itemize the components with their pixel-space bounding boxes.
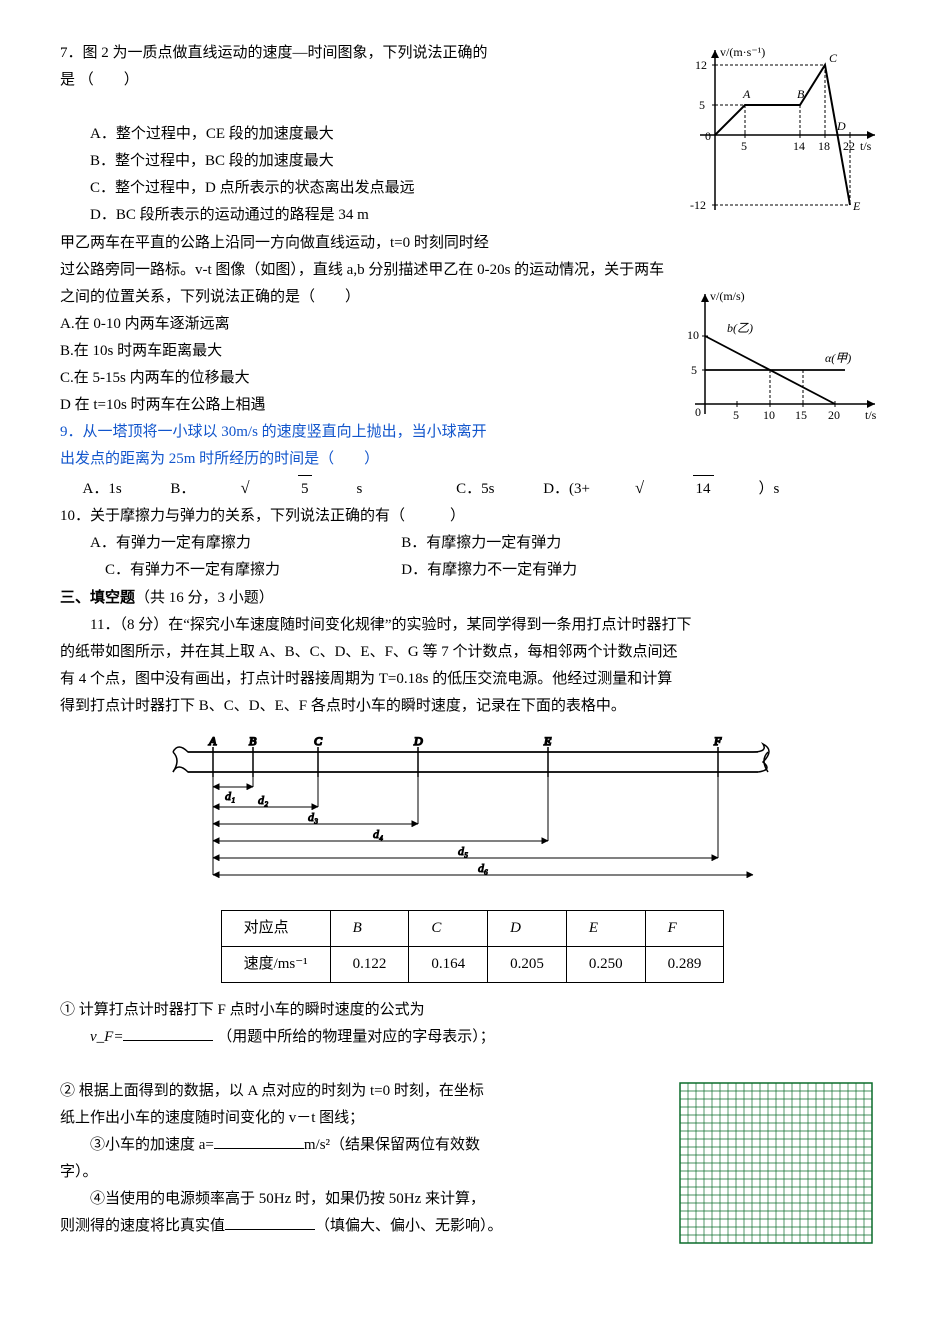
q7-opt-b: B．整个过程中，BC 段的加速度最大 [90, 148, 673, 175]
svg-text:0: 0 [705, 129, 711, 143]
table-row-label: 速度/ms⁻¹ [221, 947, 330, 983]
svg-text:5: 5 [699, 98, 705, 112]
q10: 10．关于摩擦力与弹力的关系，下列说法正确的有（ ） A．有弹力一定有摩擦力 B… [60, 503, 885, 584]
q11-sub1-line2: v_F= （用题中所给的物理量对应的字母表示）； [60, 1024, 885, 1051]
q8-opt-d: D 在 t=10s 时两车在公路上相遇 [60, 392, 663, 419]
svg-text:E: E [852, 199, 861, 213]
section-3-header: 三、填空题三、填空题（共 16 分，3 小题）（共 16 分，3 小题） [60, 584, 885, 612]
svg-text:d₄: d₄ [373, 827, 383, 841]
table-header-b: B [330, 911, 409, 947]
q11-p2: 的纸带如图所示，并在其上取 A、B、C、D、E、F、G 等 7 个计数点，每相邻… [60, 639, 885, 666]
table-cell: 0.122 [330, 947, 409, 983]
q8-stem-line1: 甲乙两车在平直的公路上沿同一方向做直线运动，t=0 时刻同时经 [60, 230, 885, 257]
svg-text:α(甲): α(甲) [825, 351, 851, 365]
svg-text:A: A [742, 87, 751, 101]
q11-p3: 有 4 个点，图中没有画出，打点计时器接周期为 T=0.18s 的低压交流电源。… [60, 666, 885, 693]
svg-text:14: 14 [793, 139, 805, 153]
q8: 甲乙两车在平直的公路上沿同一方向做直线运动，t=0 时刻同时经 过公路旁同一路标… [60, 230, 885, 473]
table-row: 速度/ms⁻¹ 0.122 0.164 0.205 0.250 0.289 [221, 947, 724, 983]
table-header-f: F [645, 911, 724, 947]
svg-text:d₁: d₁ [225, 789, 235, 803]
q9-opt-b: B．√5 s [170, 473, 407, 503]
svg-text:C: C [314, 734, 323, 748]
q10-opt-a: A．有弹力一定有摩擦力 [90, 530, 360, 557]
svg-text:10: 10 [687, 328, 699, 342]
q11-p4: 得到打点计时器打下 B、C、D、E、F 各点时小车的瞬时速度，记录在下面的表格中… [60, 693, 885, 720]
svg-text:18: 18 [818, 139, 830, 153]
svg-text:v/(m/s): v/(m/s) [710, 289, 745, 303]
blank-input[interactable] [123, 1025, 213, 1041]
q9-opt-d: D．(3+√14）s [543, 473, 824, 503]
q10-opt-d: D．有摩擦力不一定有弹力 [401, 557, 577, 584]
svg-text:C: C [829, 51, 838, 65]
svg-text:B: B [797, 87, 805, 101]
svg-text:10: 10 [763, 408, 775, 422]
q11-p1: 11．（8 分）在“探究小车速度随时间变化规律”的实验时，某同学得到一条用打点计… [60, 612, 885, 639]
q7: 7．图 2 为一质点做直线运动的速度—时间图象，下列说法正确的 是 （ ） A．… [60, 40, 885, 230]
table-cell: 0.250 [566, 947, 645, 983]
svg-text:D: D [413, 734, 423, 748]
svg-text:d₃: d₃ [308, 810, 318, 824]
svg-text:d₂: d₂ [258, 793, 268, 807]
q7-opt-c: C．整个过程中，D 点所表示的状态离出发点最远 [90, 175, 673, 202]
table-cell: 0.289 [645, 947, 724, 983]
table-header-e: E [566, 911, 645, 947]
svg-text:22: 22 [843, 139, 855, 153]
q11-tape-figure: A B C D E F d₁ d₂ d₃ d₄ d₅ d₆ [60, 732, 885, 902]
table-header-c: C [409, 911, 488, 947]
q11-table: 对应点 B C D E F 速度/ms⁻¹ 0.122 0.164 0.205 … [221, 910, 725, 983]
svg-text:20: 20 [828, 408, 840, 422]
svg-text:F: F [713, 734, 722, 748]
q7-opt-d: D．BC 段所表示的运动通过的路程是 34 m [90, 202, 673, 229]
q8-stem-line3: 之间的位置关系，下列说法正确的是（ ） [60, 284, 663, 311]
q10-opt-c: C．有弹力不一定有摩擦力 [105, 557, 360, 584]
q9-options: A．1s B．√5 s C．5s D．(3+√14）s [60, 473, 885, 503]
q7-stem-line2: 是 （ ） [60, 67, 673, 94]
q10-opt-b: B．有摩擦力一定有弹力 [401, 530, 561, 557]
q9-stem-line1: 9．从一塔顶将一小球以 30m/s 的速度竖直向上抛出，当小球离开 [60, 419, 663, 446]
q8-opt-a: A.在 0-10 内两车逐渐远离 [60, 311, 663, 338]
table-header-label: 对应点 [221, 911, 330, 947]
q7-chart: v/(m·s⁻¹) t/s 0 5 12 -12 5 14 18 22 A B … [685, 40, 885, 230]
svg-text:d₅: d₅ [458, 844, 468, 858]
q7-text: 7．图 2 为一质点做直线运动的速度—时间图象，下列说法正确的 是 （ ） A．… [60, 40, 673, 229]
svg-text:d₆: d₆ [478, 861, 488, 875]
svg-text:0: 0 [695, 405, 701, 419]
q8-opt-b: B.在 10s 时两车距离最大 [60, 338, 663, 365]
table-cell: 0.205 [488, 947, 567, 983]
svg-text:5: 5 [691, 363, 697, 377]
q11-grid-figure [675, 1078, 885, 1263]
q9-opt-a: A．1s [83, 476, 122, 503]
svg-text:5: 5 [741, 139, 747, 153]
q9-stem-line2: 出发点的距离为 25m 时所经历的时间是（ ） [60, 446, 663, 473]
svg-text:5: 5 [733, 408, 739, 422]
q9-opt-c: C．5s [456, 476, 494, 503]
svg-text:D: D [836, 119, 846, 133]
table-header-d: D [488, 911, 567, 947]
q7-stem-line1: 7．图 2 为一质点做直线运动的速度—时间图象，下列说法正确的 [60, 40, 673, 67]
q7-opt-a: A．整个过程中，CE 段的加速度最大 [90, 121, 673, 148]
svg-text:A: A [208, 734, 217, 748]
svg-text:t/s: t/s [865, 408, 877, 422]
svg-text:E: E [543, 734, 552, 748]
q8-stem-line2: 过公路旁同一路标。v-t 图像（如图），直线 a,b 分别描述甲乙在 0-20s… [60, 257, 885, 284]
blank-input[interactable] [225, 1214, 315, 1230]
q8-opt-c: C.在 5-15s 内两车的位移最大 [60, 365, 663, 392]
svg-text:15: 15 [795, 408, 807, 422]
q11-sub1-line1: ① 计算打点计时器打下 F 点时小车的瞬时速度的公式为 [60, 997, 885, 1024]
q10-stem: 10．关于摩擦力与弹力的关系，下列说法正确的有（ ） [60, 503, 885, 530]
svg-text:t/s: t/s [860, 139, 872, 153]
table-cell: 0.164 [409, 947, 488, 983]
blank-input[interactable] [214, 1133, 304, 1149]
svg-text:-12: -12 [690, 198, 706, 212]
svg-text:b(乙): b(乙) [727, 321, 753, 335]
svg-text:v/(m·s⁻¹): v/(m·s⁻¹) [720, 45, 765, 59]
svg-text:B: B [249, 734, 257, 748]
table-row: 对应点 B C D E F [221, 911, 724, 947]
svg-text:12: 12 [695, 58, 707, 72]
q8-chart: v/(m/s) t/s 0 5 10 5 10 15 20 α(甲) b(乙) [675, 284, 885, 444]
